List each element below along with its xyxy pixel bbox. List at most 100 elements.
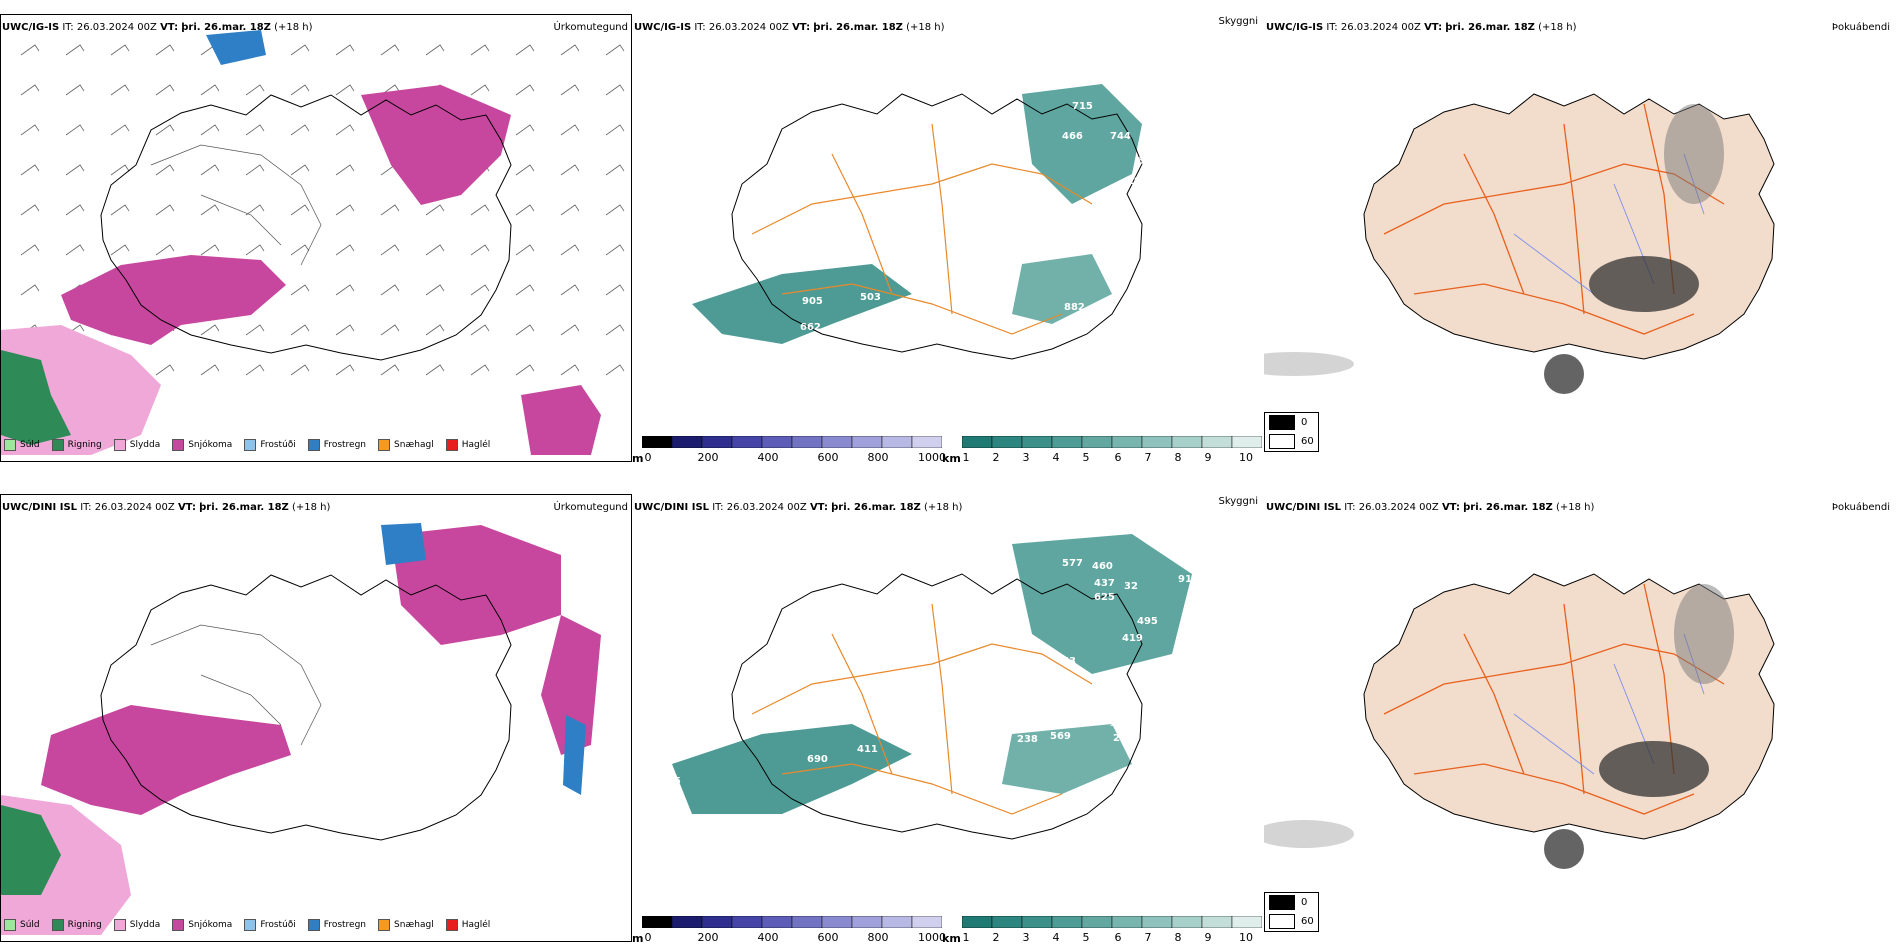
wind-barb xyxy=(290,244,310,256)
rain-area xyxy=(1,350,71,445)
fog-patch xyxy=(1599,741,1709,797)
wind-barb xyxy=(605,124,625,136)
wind-barb xyxy=(110,124,130,136)
panel-header: UWC/IG-IS IT: 26.03.2024 00Z VT: þri. 26… xyxy=(2,22,313,33)
legend-swatch xyxy=(445,919,458,931)
wind-barb xyxy=(470,284,490,296)
wind-barb xyxy=(155,364,175,376)
colorbar-swatch xyxy=(641,915,673,929)
legend-swatch xyxy=(51,919,64,931)
wind-barb xyxy=(380,364,400,376)
colorbar-swatch xyxy=(671,915,703,929)
tick-label: 10 xyxy=(1239,931,1253,944)
wind-barb xyxy=(155,44,175,56)
colorbar-swatch xyxy=(991,915,1023,929)
visibility-map: 577 460 437 625 32 916 495 419 53 690 41… xyxy=(640,534,1199,889)
wind-barb xyxy=(560,244,580,256)
legend-swatch xyxy=(113,439,126,451)
colorbar-unit: km xyxy=(942,932,961,945)
wind-barb xyxy=(605,364,625,376)
wind-barb xyxy=(290,84,310,96)
low-vis-area-ne xyxy=(1012,534,1192,674)
colorbar-swatch xyxy=(1231,435,1263,449)
colorbar-swatch xyxy=(1141,435,1173,449)
tick-label: 9 xyxy=(1204,451,1212,464)
panel-visibility-dini: UWC/DINI ISL IT: 26.03.2024 00Z VT: þri.… xyxy=(632,494,1264,945)
fog-legend-row: 0 xyxy=(1265,413,1318,432)
wind-barb xyxy=(335,124,355,136)
colorbar-swatch xyxy=(1111,435,1143,449)
vis-label: 411 xyxy=(857,744,878,755)
fog-legend-row: 0 xyxy=(1265,893,1318,912)
vis-label: 577 xyxy=(1062,558,1083,569)
tick-label: 600 xyxy=(817,451,839,464)
wind-barb xyxy=(605,324,625,336)
colorbar-swatch xyxy=(701,915,733,929)
wind-barb xyxy=(245,324,265,336)
fog-legend-row: 60 xyxy=(1265,432,1318,451)
wind-barb xyxy=(20,164,40,176)
legend-item: Snæhagl xyxy=(378,919,434,931)
colorbar-unit: m xyxy=(632,932,644,945)
fog-patch xyxy=(1664,104,1724,204)
visibility-colorbar-m: m 0 200 400 600 800 1000 xyxy=(632,915,946,945)
colorbar-swatch xyxy=(731,435,763,449)
wind-barb xyxy=(110,84,130,96)
legend-item: Haglél xyxy=(445,919,490,931)
panel-header: UWC/DINI ISL IT: 26.03.2024 00Z VT: þri.… xyxy=(2,502,331,513)
tick-label: 10 xyxy=(1239,451,1253,464)
wind-barb xyxy=(245,84,265,96)
snow-area-se xyxy=(521,385,601,455)
precip-legend: Súld Rigning Slydda Snjókoma Frostúði Fr… xyxy=(4,439,490,451)
colorbar-unit: km xyxy=(942,452,961,465)
wind-barb xyxy=(290,284,310,296)
colorbar-swatch xyxy=(1021,435,1053,449)
colorbar-swatch xyxy=(1081,435,1113,449)
tick-label: 8 xyxy=(1174,451,1182,464)
snow-area-ne xyxy=(391,525,561,645)
tick-label: 7 xyxy=(1144,931,1152,944)
precip-map xyxy=(0,14,632,462)
field-label: Skyggni xyxy=(1218,16,1258,27)
colorbar-swatch xyxy=(821,915,853,929)
tick-label: 1000 xyxy=(918,931,946,944)
wind-barb xyxy=(200,244,220,256)
wind-barb xyxy=(515,44,535,56)
colorbar-swatch xyxy=(1051,915,1083,929)
vis-label: 625 xyxy=(1094,592,1115,603)
tick-label: 200 xyxy=(697,931,719,944)
field-label: Úrkomutegund xyxy=(553,22,628,33)
low-vis-area xyxy=(672,724,912,814)
wind-barb xyxy=(155,124,175,136)
inner-contours xyxy=(150,624,322,746)
legend-item: Rigning xyxy=(51,439,102,451)
legend-item: Rigning xyxy=(51,919,102,931)
wind-barb xyxy=(290,124,310,136)
field-label: Skyggni xyxy=(1218,496,1258,507)
low-vis-area-se xyxy=(1012,254,1112,324)
wind-barb xyxy=(470,84,490,96)
tick-label: 400 xyxy=(757,451,779,464)
fog-patch xyxy=(1544,354,1584,394)
wind-barb xyxy=(200,204,220,216)
wind-barb xyxy=(65,204,85,216)
snow-area-ne xyxy=(361,85,511,205)
wind-barb xyxy=(515,204,535,216)
vis-labels: 577 460 437 625 32 916 495 419 53 690 41… xyxy=(640,558,1199,889)
colorbar-swatch xyxy=(1111,915,1143,929)
field-label: Þokuábendi xyxy=(1831,22,1890,33)
wind-barb xyxy=(605,164,625,176)
wind-barb xyxy=(515,364,535,376)
colorbar-swatch xyxy=(821,435,853,449)
wind-barb xyxy=(425,284,445,296)
colorbar-swatch xyxy=(1171,435,1203,449)
colorbar-ticks: 1 2 3 4 5 6 7 8 9 10 xyxy=(962,451,1262,465)
legend-item: Slydda xyxy=(113,439,160,451)
wind-barb xyxy=(155,204,175,216)
panel-visibility-igis: UWC/IG-IS IT: 26.03.2024 00Z VT: þri. 26… xyxy=(632,14,1264,465)
panel-fog-dini: UWC/DINI ISL IT: 26.03.2024 00Z VT: þri.… xyxy=(1264,494,1900,942)
vis-label: 32 xyxy=(1124,581,1138,592)
wind-barb xyxy=(290,44,310,56)
fog-patch xyxy=(1264,820,1354,848)
legend-swatch xyxy=(4,919,16,931)
